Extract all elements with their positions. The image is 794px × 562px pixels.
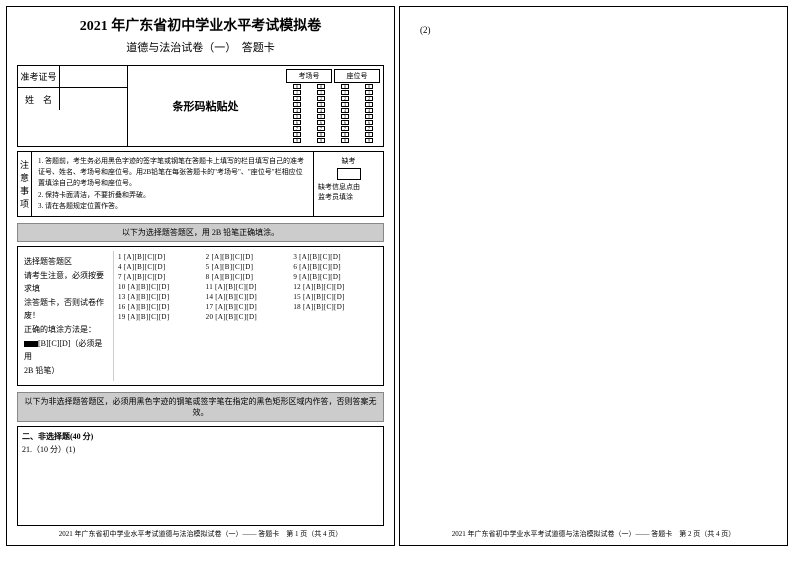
digit-bubble: 9 (365, 138, 373, 143)
digit-bubble: 1 (365, 90, 373, 95)
digit-bubble: 6 (341, 120, 349, 125)
mc-instructions: 选择题答题区 请考生注意，必须按要求填 涂答题卡，否则试卷作废！ 正确的填涂方法… (22, 251, 114, 381)
id-name-block: 准考证号 姓 名 (18, 66, 128, 146)
mc-item: 8 [A][B][C][D] (206, 273, 288, 281)
banner-mc: 以下为选择题答题区，用 2B 铅笔正确填涂。 (17, 223, 384, 242)
notice-absent: 缺考 缺考信息点由 监考员填涂 (313, 152, 383, 216)
footer-2: 2021 年广东省初中学业水平考试道德与法治模拟试卷（一）—— 答题卡 第 2 … (400, 529, 787, 539)
name-label: 姓 名 (18, 88, 60, 110)
mc-item: 19 [A][B][C][D] (118, 313, 200, 321)
digit-bubble: 5 (317, 114, 325, 119)
digit-bubble: 6 (365, 120, 373, 125)
footer-1: 2021 年广东省初中学业水平考试道德与法治模拟试卷（一）—— 答题卡 第 1 … (7, 529, 394, 539)
page-1: 2021 年广东省初中学业水平考试模拟卷 道德与法治试卷（一） 答题卡 准考证号… (6, 6, 395, 546)
header-box: 准考证号 姓 名 条形码粘贴处 考场号 座位号 0123456789012345… (17, 65, 384, 147)
digit-bubble: 2 (341, 96, 349, 101)
barcode-area: 条形码粘贴处 (128, 66, 283, 146)
digit-bubble: 5 (293, 114, 301, 119)
banner-free: 以下为非选择题答题区，必须用黑色字迹的钢笔或签字笔在指定的黑色矩形区域内作答，否… (17, 392, 384, 422)
fill-example-icon (24, 341, 38, 347)
digit-bubble: 0 (341, 84, 349, 89)
seat-section: 考场号 座位号 01234567890123456789012345678901… (283, 66, 383, 146)
mc-item: 14 [A][B][C][D] (206, 293, 288, 301)
digit-bubble: 4 (293, 108, 301, 113)
seat-col: 0123456789 (310, 84, 332, 144)
digit-bubble: 4 (365, 108, 373, 113)
notice-content: 1. 答题前，考生务必用黑色字迹的签字笔或钢笔在答题卡上填写的栏目填写自己的准考… (32, 152, 313, 216)
page2-marker: (2) (410, 15, 777, 45)
mc-item: 11 [A][B][C][D] (206, 283, 288, 291)
digit-bubble: 8 (365, 132, 373, 137)
mc-item: 12 [A][B][C][D] (293, 283, 375, 291)
mc-item (293, 313, 375, 321)
digit-bubble: 2 (293, 96, 301, 101)
digit-bubble: 9 (341, 138, 349, 143)
digit-bubble: 8 (341, 132, 349, 137)
q21: 21.（10 分）(1) (22, 444, 379, 455)
mc-item: 10 [A][B][C][D] (118, 283, 200, 291)
mc-item: 7 [A][B][C][D] (118, 273, 200, 281)
mc-item: 20 [A][B][C][D] (206, 313, 288, 321)
digit-bubble: 7 (317, 126, 325, 131)
digit-bubble: 4 (317, 108, 325, 113)
mc-item: 16 [A][B][C][D] (118, 303, 200, 311)
notice-vert: 注 意 事 项 (18, 152, 32, 216)
digit-bubble: 0 (293, 84, 301, 89)
mc-item: 17 [A][B][C][D] (206, 303, 288, 311)
absent-bubble (337, 168, 361, 180)
digit-bubble: 0 (365, 84, 373, 89)
digit-bubble: 6 (293, 120, 301, 125)
digit-bubble: 9 (293, 138, 301, 143)
mc-item: 4 [A][B][C][D] (118, 263, 200, 271)
digit-bubble: 8 (317, 132, 325, 137)
digit-bubble: 8 (293, 132, 301, 137)
free-response-box: 二、非选择题(40 分) 21.（10 分）(1) (17, 426, 384, 526)
digit-bubble: 3 (317, 102, 325, 107)
page-2: (2) 2021 年广东省初中学业水平考试道德与法治模拟试卷（一）—— 答题卡 … (399, 6, 788, 546)
digit-bubble: 3 (365, 102, 373, 107)
digit-bubble: 3 (293, 102, 301, 107)
digit-bubble: 1 (341, 90, 349, 95)
digit-bubble: 3 (341, 102, 349, 107)
mc-item: 6 [A][B][C][D] (293, 263, 375, 271)
mc-item: 3 [A][B][C][D] (293, 253, 375, 261)
digit-bubble: 2 (317, 96, 325, 101)
mc-item: 1 [A][B][C][D] (118, 253, 200, 261)
digit-bubble: 0 (317, 84, 325, 89)
digit-bubble: 2 (365, 96, 373, 101)
seat-col: 0123456789 (286, 84, 308, 144)
mc-grid: 1 [A][B][C][D] 2 [A][B][C][D] 3 [A][B][C][… (114, 251, 379, 381)
mc-box: 选择题答题区 请考生注意，必须按要求填 涂答题卡，否则试卷作废！ 正确的填涂方法… (17, 246, 384, 386)
room-label: 考场号 (286, 69, 332, 83)
digit-bubble: 9 (317, 138, 325, 143)
notice-box: 注 意 事 项 1. 答题前，考生务必用黑色字迹的签字笔或钢笔在答题卡上填写的栏… (17, 151, 384, 217)
seat-bubble-grid: 0123456789012345678901234567890123456789 (285, 84, 381, 144)
seat-label: 座位号 (334, 69, 380, 83)
mc-item: 13 [A][B][C][D] (118, 293, 200, 301)
digit-bubble: 1 (317, 90, 325, 95)
exam-id-label: 准考证号 (18, 66, 60, 87)
digit-bubble: 5 (341, 114, 349, 119)
digit-bubble: 5 (365, 114, 373, 119)
free-title: 二、非选择题(40 分) (22, 431, 379, 442)
mc-item: 5 [A][B][C][D] (206, 263, 288, 271)
digit-bubble: 7 (341, 126, 349, 131)
mc-item: 2 [A][B][C][D] (206, 253, 288, 261)
seat-col: 0123456789 (334, 84, 356, 144)
page-spread: 2021 年广东省初中学业水平考试模拟卷 道德与法治试卷（一） 答题卡 准考证号… (0, 0, 794, 552)
digit-bubble: 6 (317, 120, 325, 125)
digit-bubble: 7 (293, 126, 301, 131)
digit-bubble: 7 (365, 126, 373, 131)
digit-bubble: 4 (341, 108, 349, 113)
seat-col: 0123456789 (358, 84, 380, 144)
digit-bubble: 1 (293, 90, 301, 95)
title-main: 2021 年广东省初中学业水平考试模拟卷 (17, 15, 384, 35)
mc-item: 18 [A][B][C][D] (293, 303, 375, 311)
mc-item: 9 [A][B][C][D] (293, 273, 375, 281)
mc-item: 15 [A][B][C][D] (293, 293, 375, 301)
title-sub: 道德与法治试卷（一） 答题卡 (17, 39, 384, 55)
